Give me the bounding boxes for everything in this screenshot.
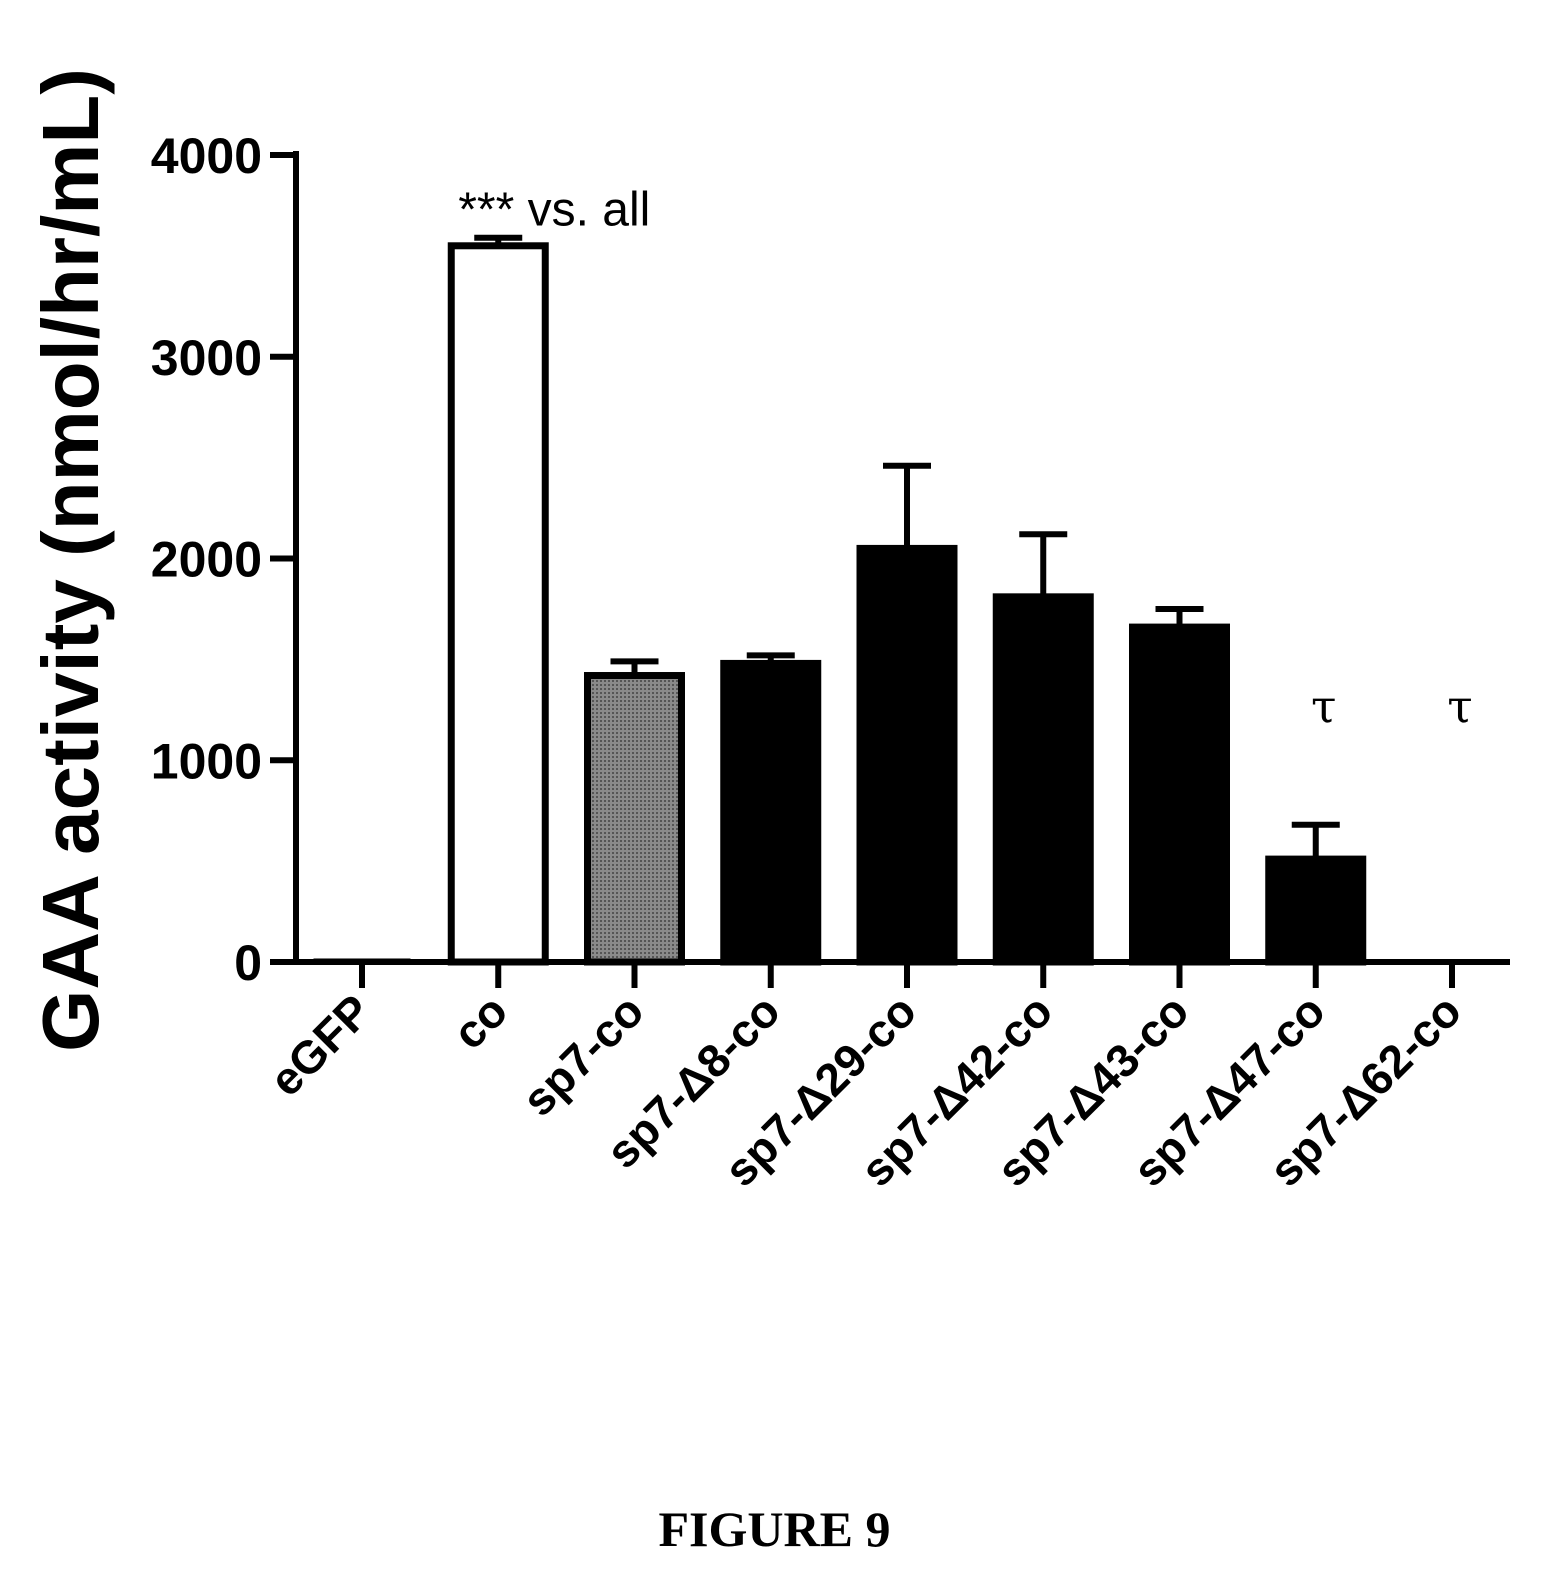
- y-tick-label: 1000: [151, 733, 262, 789]
- bar: [720, 659, 822, 966]
- bar: [313, 958, 411, 964]
- x-tick-label: co: [443, 984, 518, 1059]
- figure-caption: FIGURE 9: [658, 1501, 891, 1557]
- significance-annotation: *** vs. all: [458, 184, 650, 237]
- y-tick-label: 0: [234, 935, 262, 991]
- annotations: *** vs. all τ τ: [458, 184, 1472, 734]
- bar: [992, 593, 1094, 966]
- bar: [1129, 623, 1230, 966]
- x-tick-label: eGFP: [259, 984, 381, 1106]
- y-tick-label: 3000: [151, 330, 262, 386]
- tau-annotation: τ: [1447, 679, 1472, 733]
- bar: [856, 544, 958, 966]
- bars: [313, 234, 1367, 966]
- bar: [447, 242, 549, 966]
- y-axis-label: GAA activity (nmol/hr/mL): [26, 68, 115, 1052]
- bar: [1265, 855, 1367, 966]
- y-tick-label: 4000: [151, 128, 262, 184]
- tau-annotation: τ: [1311, 679, 1336, 733]
- bar: [584, 672, 685, 966]
- y-tick-label: 2000: [151, 532, 262, 588]
